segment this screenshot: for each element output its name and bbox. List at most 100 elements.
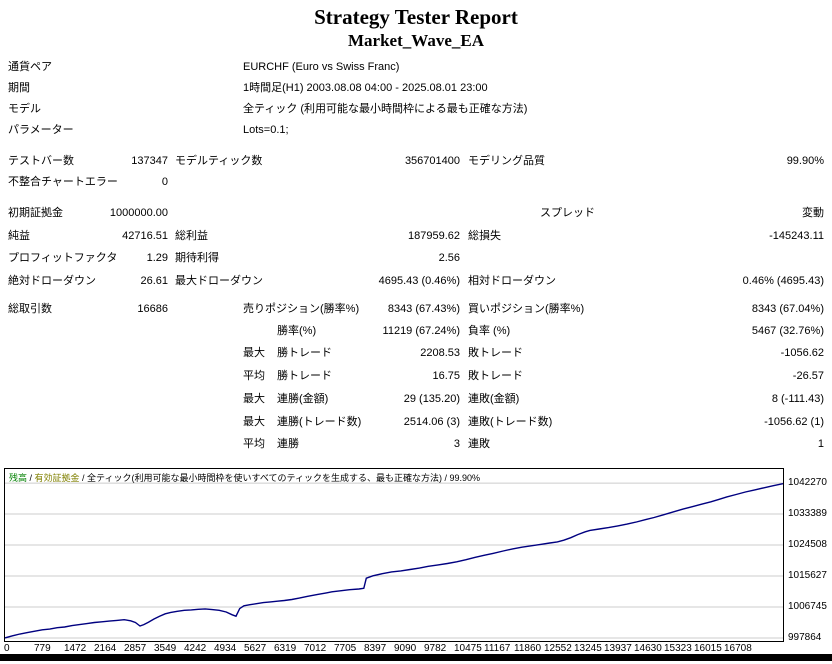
stat-label: モデリング品質 xyxy=(468,155,545,167)
stat-label: 連敗(金額) xyxy=(468,393,520,405)
bottom-bar xyxy=(0,654,832,661)
stat-label: 平均 xyxy=(243,370,265,382)
stat-value: 3 xyxy=(453,438,460,450)
stat-value: 2.56 xyxy=(438,252,460,264)
x-axis-label: 13937 xyxy=(604,643,632,654)
stat-value: 1000000.00 xyxy=(109,207,168,219)
stat-value: Lots=0.1; xyxy=(243,124,289,136)
stat-value: 137347 xyxy=(131,155,168,167)
x-axis-label: 4934 xyxy=(214,643,237,654)
stat-value: 29 (135.20) xyxy=(403,393,460,405)
stat-label: 連敗(トレード数) xyxy=(468,416,553,428)
x-axis-label: 1472 xyxy=(64,643,87,654)
chart-legend: 残高 / 有効証拠金 / 全ティック(利用可能な最小時間枠を使いすべてのティック… xyxy=(9,471,480,484)
stats-row: パラメーター Lots=0.1; xyxy=(0,123,832,143)
stats-row: プロフィットファクタ 1.29 期待利得 2.56 xyxy=(0,251,832,271)
stat-label: 期間 xyxy=(8,82,30,94)
x-axis-label: 8397 xyxy=(364,643,387,654)
stat-value: 0.46% (4695.43) xyxy=(742,275,824,287)
equity-chart-plot: 残高 / 有効証拠金 / 全ティック(利用可能な最小時間枠を使いすべてのティック… xyxy=(4,468,784,642)
stat-label: テストバー数 xyxy=(8,155,74,167)
stat-value: -145243.11 xyxy=(769,230,824,242)
equity-curve xyxy=(5,482,783,639)
x-axis-label: 16708 xyxy=(724,643,752,654)
stat-label: 連勝 xyxy=(277,438,299,450)
stat-value: 16.75 xyxy=(432,370,460,382)
stat-value: 4695.43 (0.46%) xyxy=(378,275,460,287)
stats-row: モデル 全ティック (利用可能な最小時間枠による最も正確な方法) xyxy=(0,102,832,122)
y-axis-label: 1006745 xyxy=(788,601,827,612)
y-axis-label: 1033389 xyxy=(788,508,827,519)
stats-row: 通貨ペア EURCHF (Euro vs Swiss Franc) xyxy=(0,60,832,80)
x-axis-label: 10475 xyxy=(454,643,482,654)
stats-row: テストバー数 137347 モデルティック数 356701400 モデリング品質 99.9… xyxy=(0,154,832,174)
stat-label: 連勝(金額) xyxy=(277,393,329,405)
legend-text: / xyxy=(27,473,35,483)
x-axis-label: 13245 xyxy=(574,643,602,654)
x-axis-label: 6319 xyxy=(274,643,297,654)
x-axis-label: 14630 xyxy=(634,643,662,654)
stat-label: プロフィットファクタ xyxy=(8,252,118,264)
stat-value: 8343 (67.43%) xyxy=(387,303,460,315)
stats-row: 平均 連勝 3 連敗 1 xyxy=(0,437,832,457)
x-axis-label: 12552 xyxy=(544,643,572,654)
stat-label: 総取引数 xyxy=(8,303,52,315)
stat-label: 最大 xyxy=(243,416,265,428)
stat-value: 11219 (67.24%) xyxy=(382,325,460,337)
x-axis-label: 779 xyxy=(34,643,51,654)
stat-label: 期待利得 xyxy=(175,252,219,264)
stat-value: 8343 (67.04%) xyxy=(751,303,824,315)
x-axis-label: 11860 xyxy=(514,643,542,654)
stats-row: 勝率(%) 11219 (67.24%) 負率 (%) 5467 (32.76%) xyxy=(0,324,832,344)
legend-text: / 全ティック(利用可能な最小時間枠を使いすべてのティックを生成する、最も正確な… xyxy=(79,473,481,483)
stat-value: 0 xyxy=(161,176,168,188)
stat-value: 42716.51 xyxy=(122,230,168,242)
legend-text: 有効証拠金 xyxy=(34,473,80,483)
stat-value: 16686 xyxy=(137,303,168,315)
stat-value: 26.61 xyxy=(140,275,168,287)
stat-label: 総利益 xyxy=(175,230,208,242)
y-axis-label: 997864 xyxy=(788,632,822,643)
stats-row: 不整合チャートエラー 0 xyxy=(0,175,832,195)
stat-label: 勝トレード xyxy=(277,370,332,382)
stats-row: 総取引数 16686 売りポジション(勝率%) 8343 (67.43%) 買いポジショ… xyxy=(0,302,832,322)
stats-row: 最大 勝トレード 2208.53 敗トレード -1056.62 xyxy=(0,346,832,366)
x-axis-label: 4242 xyxy=(184,643,207,654)
x-axis-label: 15323 xyxy=(664,643,692,654)
x-axis-label: 5627 xyxy=(244,643,267,654)
stat-label: 勝トレード xyxy=(277,347,332,359)
stat-value: -1056.62 xyxy=(780,347,824,359)
stats-row: 絶対ドローダウン 26.61 最大ドローダウン 4695.43 (0.46%) 相対ドロ… xyxy=(0,274,832,294)
stat-label: 勝率(%) xyxy=(277,325,317,337)
x-axis-label: 16015 xyxy=(694,643,722,654)
y-axis-label: 1024508 xyxy=(788,539,827,550)
stat-label: モデル xyxy=(8,103,41,115)
stat-value: 2208.53 xyxy=(420,347,460,359)
stat-label: 通貨ペア xyxy=(8,61,52,73)
stat-value: 1時間足(H1) 2003.08.08 04:00 - 2025.08.01 2… xyxy=(243,82,488,94)
stats-row: 最大 連勝(金額) 29 (135.20) 連敗(金額) 8 (-111.43) xyxy=(0,392,832,412)
stat-label: 連敗 xyxy=(468,438,490,450)
stat-value: 全ティック (利用可能な最小時間枠による最も正確な方法) xyxy=(243,103,528,115)
report-title: Strategy Tester Report xyxy=(314,5,518,29)
y-axis-labels: 1042270 1033389 1024508 1015627 1006745 99786… xyxy=(788,468,832,644)
legend-text: 残高 xyxy=(9,473,28,483)
stat-label: 最大 xyxy=(243,393,265,405)
stat-label: 買いポジション(勝率%) xyxy=(468,303,585,315)
stat-label: モデルティック数 xyxy=(175,155,263,167)
stat-value: 変動 xyxy=(802,207,824,219)
report-subtitle: Market_Wave_EA xyxy=(348,31,484,50)
stat-value: -26.57 xyxy=(792,370,824,382)
stat-label: パラメーター xyxy=(8,124,74,136)
stats-row: 初期証拠金 1000000.00 スプレッド 変動 xyxy=(0,206,832,226)
stat-label: 純益 xyxy=(8,230,30,242)
stats-row: 期間 1時間足(H1) 2003.08.08 04:00 - 2025.08.01… xyxy=(0,81,832,101)
stat-value: 187959.62 xyxy=(408,230,460,242)
x-axis-label: 9090 xyxy=(394,643,417,654)
stat-label: スプレッド xyxy=(540,207,595,219)
stat-value: 1 xyxy=(817,438,824,450)
stat-value: 99.90% xyxy=(786,155,824,167)
y-axis-label: 1015627 xyxy=(788,570,827,581)
x-axis-label: 2164 xyxy=(94,643,117,654)
